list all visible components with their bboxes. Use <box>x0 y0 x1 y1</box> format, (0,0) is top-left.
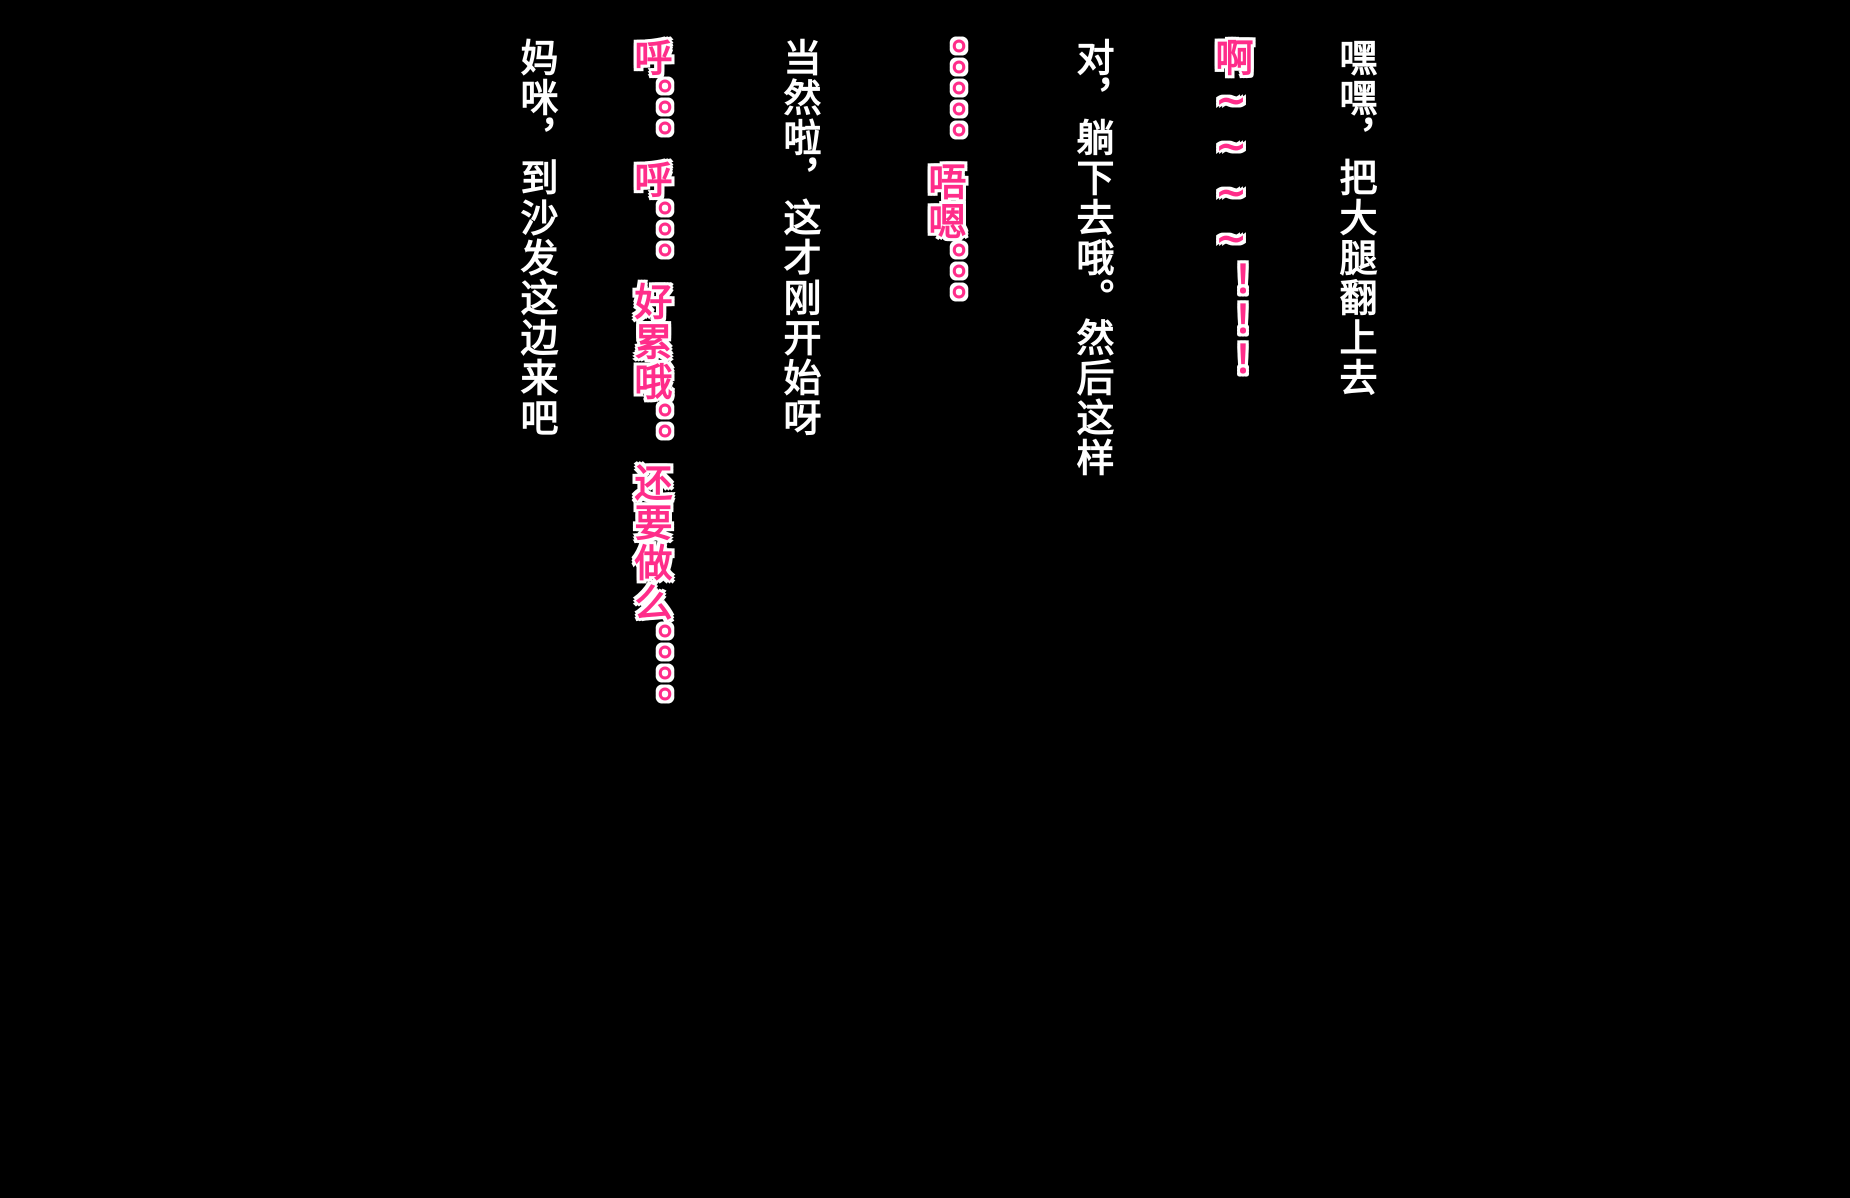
dialogue-line-3: 对，躺下去哦。然后这样 <box>1070 38 1114 478</box>
dialogue-line-2: 啊~~~~！！！ <box>1209 38 1253 382</box>
dialogue-line-5: 当然啦，这才刚开始呀 <box>777 38 821 438</box>
dialogue-line-4: 。。。。。唔嗯。。。 <box>922 38 966 324</box>
dialogue-line-1: 嘿嘿，把大腿翻上去 <box>1333 38 1377 398</box>
dialogue-line-6: 呼。。。呼。。。好累哦。。还要做么。。。。 <box>628 38 672 726</box>
dialogue-line-7: 妈咪，到沙发这边来吧 <box>514 38 558 438</box>
